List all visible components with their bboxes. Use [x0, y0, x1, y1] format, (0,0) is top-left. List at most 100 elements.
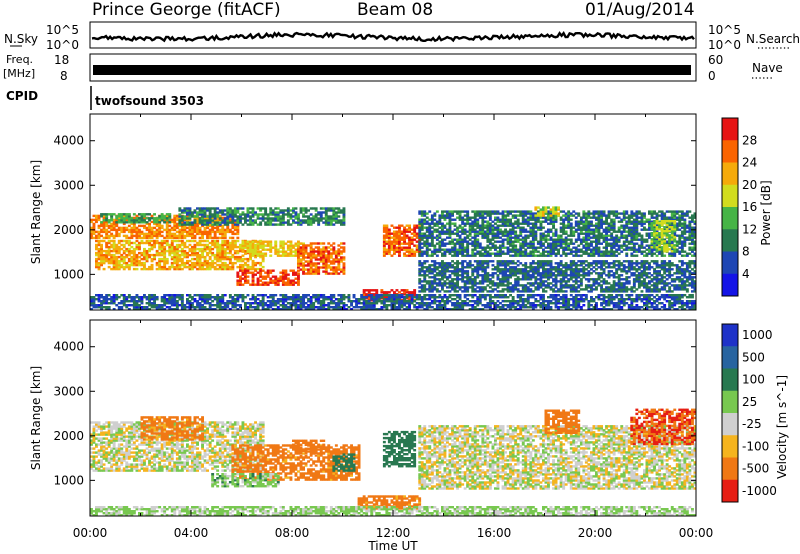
- scatter-cell: [496, 274, 500, 277]
- scatter-cell: [486, 240, 490, 243]
- scatter-cell: [241, 277, 245, 280]
- scatter-cell: [132, 230, 136, 234]
- scatter-cell: [425, 282, 429, 285]
- scatter-cell: [395, 240, 399, 243]
- scatter-cell: [203, 216, 207, 220]
- scatter-cell: [564, 254, 568, 257]
- scatter-cell: [506, 252, 510, 255]
- scatter-cell: [395, 232, 399, 235]
- scatter-cell: [529, 282, 533, 285]
- scatter-cell: [269, 281, 273, 284]
- scatter-cell: [552, 246, 555, 249]
- scatter-cell: [186, 234, 189, 238]
- scatter-cell: [438, 230, 442, 233]
- scatter-cell: [607, 222, 611, 225]
- scatter-cell: [446, 248, 449, 251]
- scatter-cell: [511, 288, 515, 291]
- scatter-cell: [610, 226, 614, 229]
- scatter-cell: [691, 242, 694, 245]
- scatter-cell: [158, 251, 162, 255]
- scatter-cell: [516, 250, 520, 253]
- scatter-cell: [216, 247, 220, 251]
- scatter-cell: [279, 246, 283, 249]
- scatter-cell: [110, 257, 114, 261]
- scatter-cell: [463, 238, 467, 241]
- scatter-cell: [294, 242, 298, 245]
- scatter-cell: [574, 230, 578, 233]
- scatter-cell: [569, 270, 573, 273]
- scatter-cell: [254, 273, 257, 276]
- scatter-cell: [400, 289, 404, 292]
- scatter-cell: [289, 213, 293, 216]
- scatter-cell: [107, 236, 111, 240]
- scatter-cell: [266, 281, 270, 284]
- scatter-cell: [233, 224, 237, 228]
- scatter-cell: [246, 248, 250, 251]
- scatter-cell: [117, 247, 121, 251]
- scatter-cell: [241, 265, 245, 269]
- scatter-cell: [514, 274, 518, 277]
- scatter-cell: [145, 259, 149, 263]
- scatter-cell: [632, 214, 636, 217]
- scatter-cell: [281, 279, 285, 282]
- scatter-cell: [324, 254, 328, 257]
- scatter-cell: [446, 212, 449, 215]
- scatter-cell: [501, 274, 505, 277]
- scatter-cell: [327, 256, 331, 259]
- scatter-cell: [221, 253, 225, 257]
- scatter-cell: [312, 221, 316, 224]
- scatter-cell: [627, 222, 631, 225]
- scatter-cell: [249, 271, 252, 274]
- scatter-cell: [617, 228, 621, 231]
- scatter-cell: [552, 214, 555, 217]
- scatter-cell: [183, 253, 187, 257]
- scatter-cell: [107, 239, 111, 243]
- scatter-cell: [430, 214, 434, 217]
- scatter-cell: [264, 277, 268, 280]
- scatter-cell: [476, 222, 480, 225]
- scatter-cell: [635, 218, 639, 221]
- scatter-cell: [483, 254, 487, 257]
- scatter-cell: [135, 232, 139, 236]
- scatter-cell: [511, 272, 515, 275]
- scatter-cell: [554, 242, 558, 245]
- scatter-cell: [196, 259, 199, 263]
- scatter-cell: [322, 211, 326, 214]
- scatter-cell: [622, 226, 626, 229]
- scatter-cell: [499, 236, 502, 239]
- scatter-cell: [456, 274, 459, 277]
- scatter-cell: [531, 290, 535, 293]
- scatter-cell: [105, 213, 109, 216]
- scatter-cell: [494, 226, 497, 229]
- scatter-cell: [526, 242, 530, 245]
- scatter-cell: [511, 240, 515, 243]
- scatter-cell: [196, 228, 199, 232]
- scatter-cell: [438, 270, 442, 273]
- scatter-cell: [279, 221, 283, 224]
- scatter-cell: [519, 222, 523, 225]
- scatter-cell: [610, 218, 614, 221]
- scatter-cell: [403, 293, 406, 296]
- scatter-cell: [443, 252, 447, 255]
- scatter-cell: [112, 228, 116, 232]
- scatter-cell: [271, 213, 275, 216]
- scatter-cell: [617, 226, 621, 229]
- scatter-cell: [274, 250, 278, 253]
- scatter-cell: [501, 282, 505, 285]
- scatter-cell: [233, 213, 237, 216]
- scatter-cell: [547, 260, 550, 263]
- scatter-cell: [582, 228, 586, 231]
- scatter-cell: [105, 251, 109, 255]
- scatter-cell: [592, 216, 596, 219]
- scatter-cell: [680, 246, 684, 249]
- scatter-cell: [552, 290, 555, 293]
- scatter-cell: [294, 273, 298, 276]
- scatter-cell: [549, 286, 553, 289]
- scatter-cell: [327, 215, 331, 218]
- scatter-cell: [135, 236, 139, 240]
- scatter-cell: [504, 274, 507, 277]
- scatter-cell: [218, 214, 222, 218]
- scatter-cell: [461, 218, 465, 221]
- scatter-cell: [458, 242, 462, 245]
- scatter-cell: [231, 222, 235, 226]
